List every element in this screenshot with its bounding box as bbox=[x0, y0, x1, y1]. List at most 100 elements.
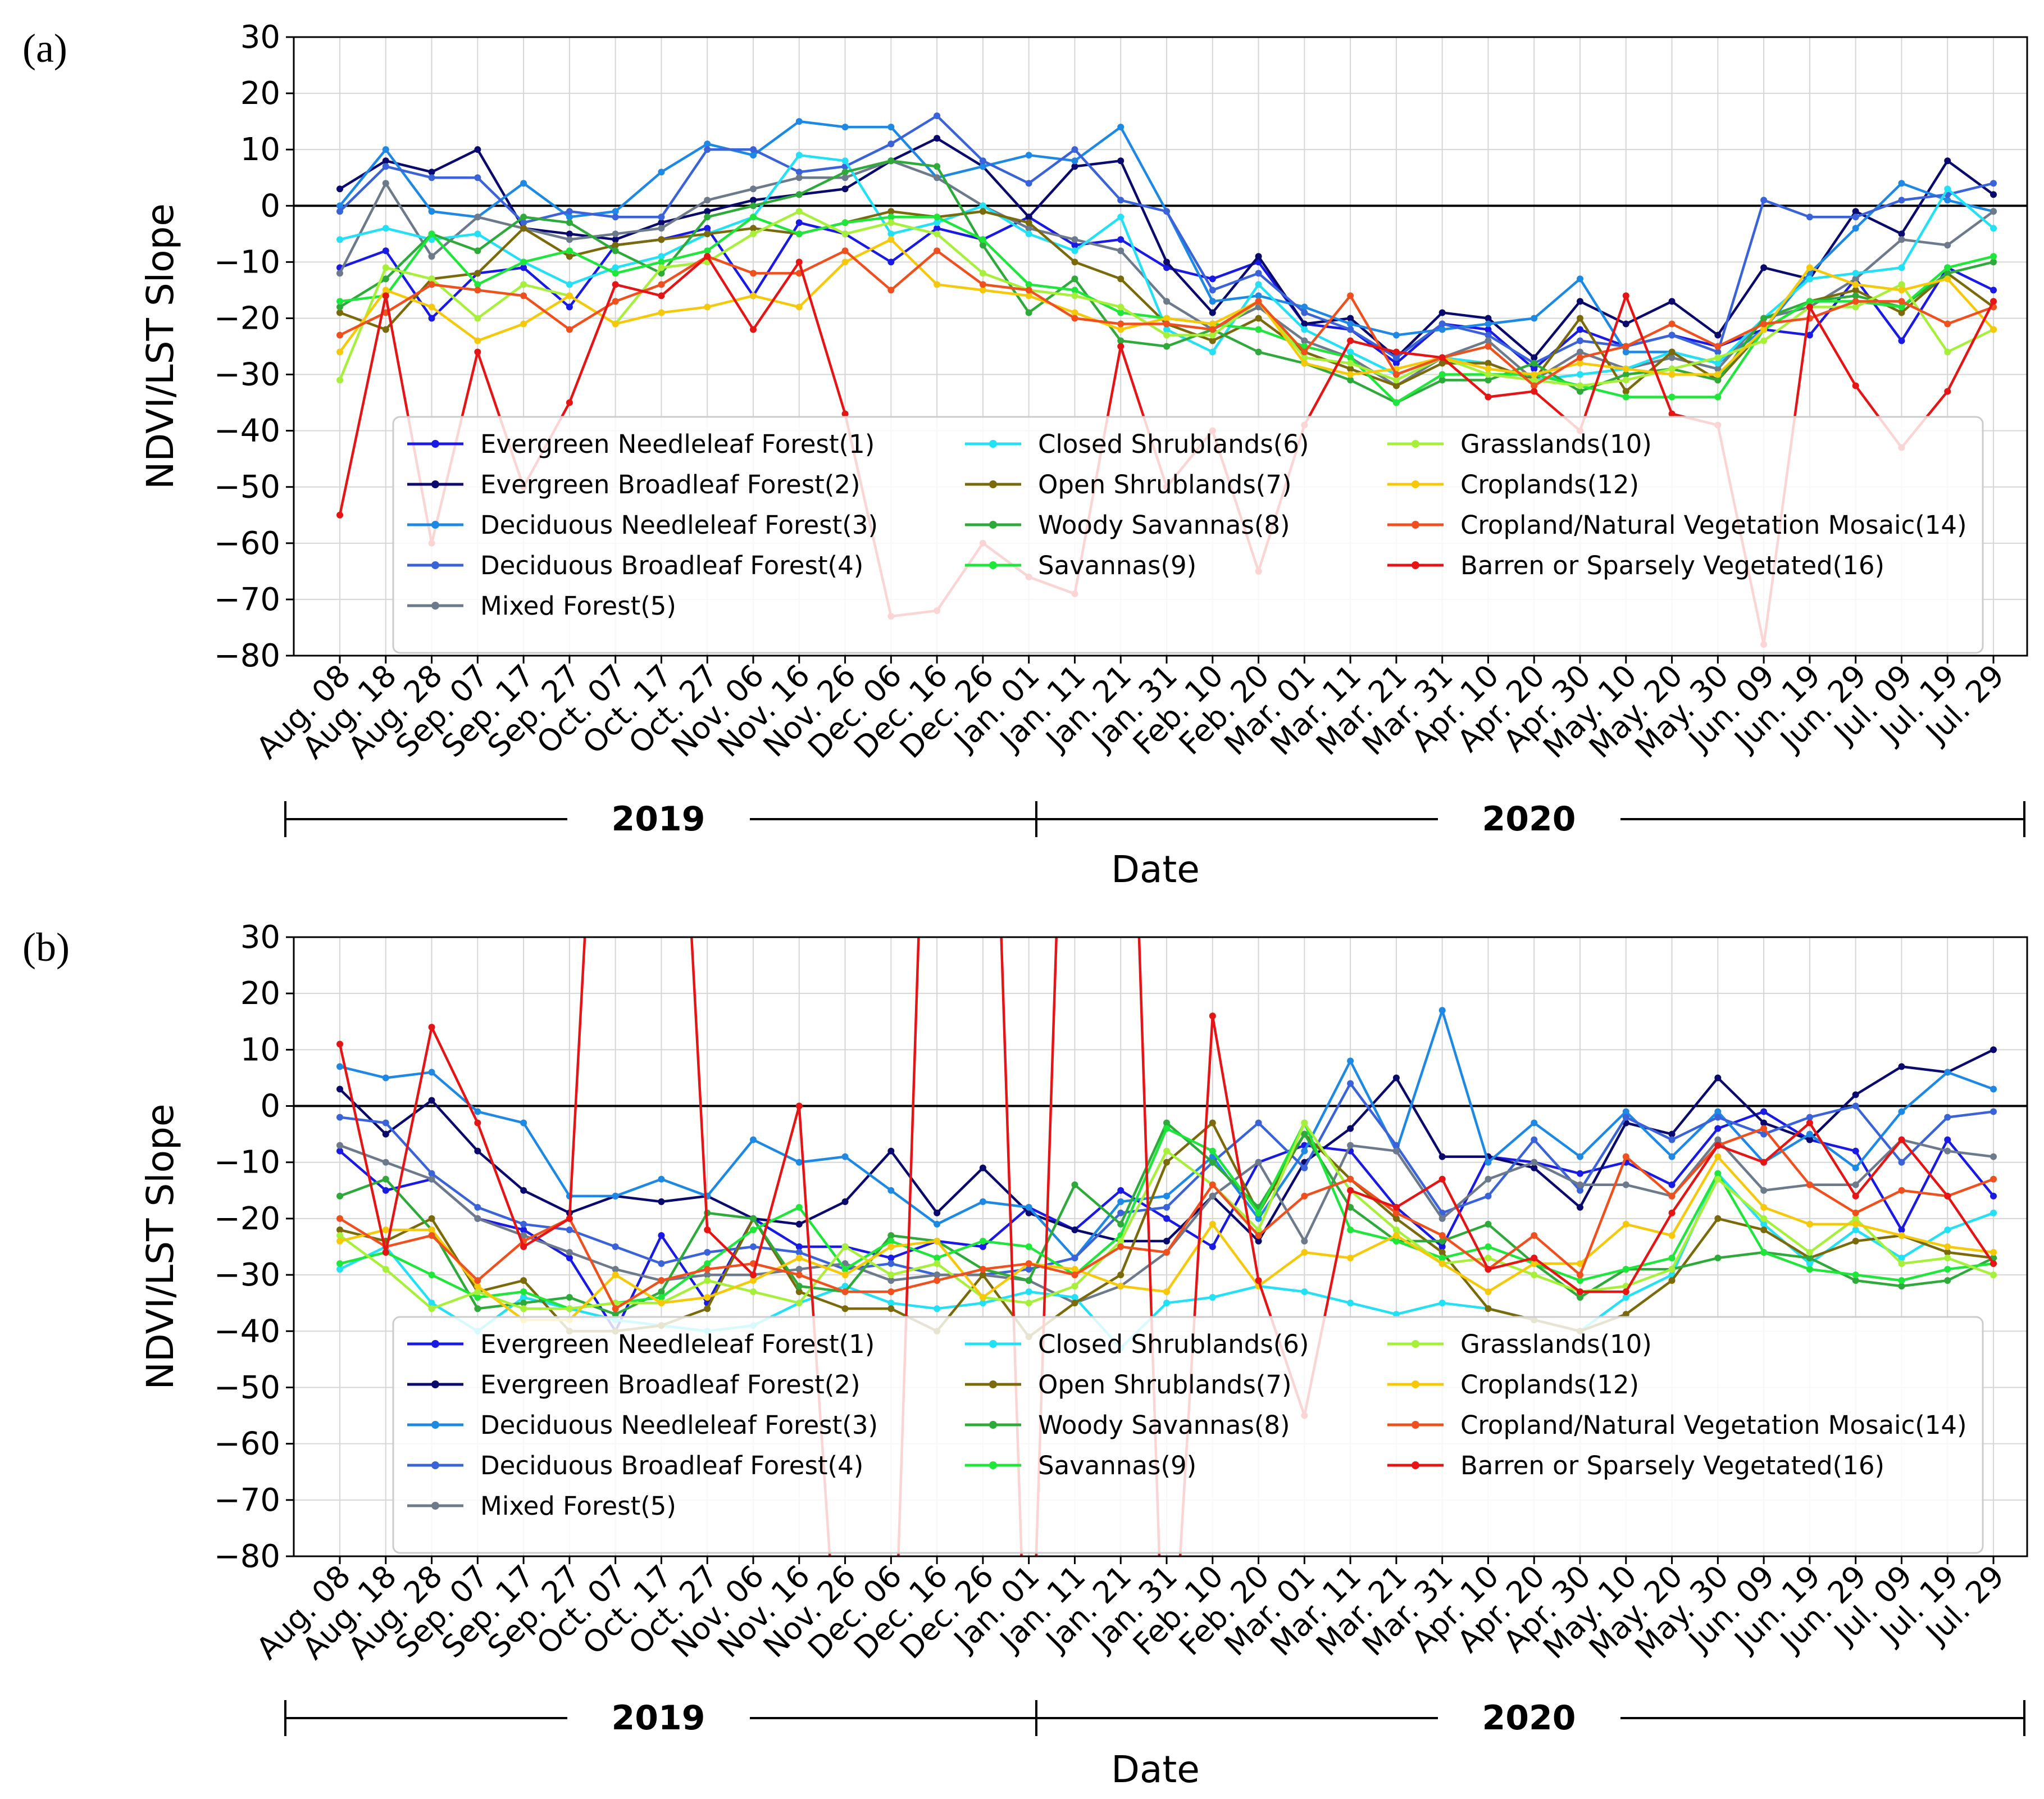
data-point bbox=[1255, 1159, 1262, 1166]
data-point bbox=[1163, 320, 1170, 328]
data-point bbox=[658, 309, 665, 316]
data-point bbox=[1485, 1266, 1492, 1273]
data-point bbox=[1485, 1255, 1492, 1262]
legend-label: Barren or Sparsely Vegetated(16) bbox=[1460, 1451, 1884, 1480]
data-point bbox=[934, 1271, 941, 1279]
data-point bbox=[1714, 393, 1722, 401]
legend-item: Savannas(9) bbox=[965, 551, 1196, 580]
data-point bbox=[704, 1305, 711, 1312]
legend-label: Woody Savannas(8) bbox=[1038, 1410, 1290, 1440]
data-point bbox=[1255, 1232, 1262, 1239]
data-point bbox=[887, 1237, 895, 1244]
data-point bbox=[1944, 1136, 1951, 1143]
data-point bbox=[1438, 1153, 1446, 1160]
data-point bbox=[1071, 163, 1078, 170]
data-point bbox=[704, 253, 711, 260]
legend-marker bbox=[1412, 521, 1419, 529]
data-point bbox=[934, 247, 941, 255]
data-point bbox=[704, 230, 711, 238]
data-point bbox=[1255, 348, 1262, 356]
data-point bbox=[474, 213, 481, 221]
data-point bbox=[1852, 225, 1859, 232]
data-point bbox=[474, 230, 481, 238]
data-point bbox=[1944, 1249, 1951, 1256]
y-tick-label: 0 bbox=[260, 188, 280, 224]
data-point bbox=[1347, 1080, 1354, 1087]
data-point bbox=[1531, 360, 1538, 367]
data-point bbox=[1392, 348, 1400, 356]
data-point bbox=[1347, 1300, 1354, 1307]
data-point bbox=[1071, 1255, 1078, 1262]
y-tick-label: −80 bbox=[214, 638, 280, 674]
data-point bbox=[336, 511, 343, 519]
plot-area bbox=[336, 937, 1997, 1556]
data-point bbox=[1117, 157, 1125, 165]
data-point bbox=[1301, 309, 1308, 316]
data-point bbox=[1760, 1220, 1768, 1228]
data-point bbox=[336, 348, 343, 356]
data-point bbox=[1806, 1181, 1813, 1188]
data-point bbox=[1990, 225, 1997, 232]
legend-marker bbox=[431, 1421, 439, 1429]
y-tick-label: −70 bbox=[214, 582, 280, 618]
data-point bbox=[1577, 371, 1583, 378]
data-point bbox=[1668, 1255, 1676, 1262]
data-point bbox=[1806, 1136, 1813, 1143]
data-point bbox=[1622, 320, 1629, 328]
data-point bbox=[520, 281, 527, 288]
data-point bbox=[336, 1226, 343, 1233]
data-point bbox=[887, 1305, 895, 1312]
y-axis: 30 20 10 0 −10 −20 −30 −40 −50 −60 −70 −80 bbox=[214, 19, 294, 674]
legend-item: Deciduous Needleleaf Forest(3) bbox=[407, 510, 878, 540]
data-point bbox=[1438, 1243, 1446, 1250]
data-point bbox=[1301, 1147, 1308, 1155]
legend-label: Deciduous Needleleaf Forest(3) bbox=[480, 1410, 878, 1440]
data-point bbox=[1255, 298, 1262, 305]
legend-item: Evergreen Broadleaf Forest(2) bbox=[407, 470, 861, 499]
y-tick-label: 20 bbox=[240, 75, 280, 112]
data-point bbox=[1531, 382, 1538, 389]
data-point bbox=[1852, 287, 1859, 294]
data-point bbox=[1577, 1271, 1583, 1279]
data-point bbox=[1209, 1181, 1216, 1188]
data-point bbox=[841, 230, 849, 238]
data-point bbox=[1025, 1300, 1032, 1307]
data-point bbox=[1577, 1187, 1583, 1194]
data-point bbox=[1990, 1175, 1997, 1183]
data-point bbox=[934, 135, 941, 142]
data-point bbox=[520, 1243, 527, 1250]
data-point bbox=[1071, 315, 1078, 322]
data-point bbox=[887, 230, 895, 238]
legend-item: Woody Savannas(8) bbox=[965, 1410, 1290, 1440]
data-point bbox=[1668, 1192, 1676, 1200]
data-point bbox=[1577, 360, 1583, 367]
data-point bbox=[750, 326, 757, 333]
data-point bbox=[795, 1255, 803, 1262]
data-point bbox=[1392, 1237, 1400, 1244]
data-point bbox=[1438, 371, 1446, 378]
data-point bbox=[1760, 1119, 1768, 1126]
data-point bbox=[382, 1187, 389, 1194]
data-point bbox=[1806, 1130, 1813, 1138]
data-point bbox=[979, 1198, 986, 1205]
data-point bbox=[887, 208, 895, 215]
data-point bbox=[1485, 360, 1492, 367]
data-point bbox=[795, 208, 803, 215]
data-point bbox=[520, 264, 527, 271]
data-point bbox=[1392, 360, 1400, 367]
data-point bbox=[704, 303, 711, 311]
data-point bbox=[428, 1175, 435, 1183]
data-point bbox=[1944, 1114, 1951, 1121]
data-point bbox=[1117, 213, 1125, 221]
data-point bbox=[1990, 191, 1997, 198]
data-point bbox=[1347, 326, 1354, 333]
data-point bbox=[658, 236, 665, 243]
data-point bbox=[474, 287, 481, 294]
data-point bbox=[934, 163, 941, 170]
data-point bbox=[1025, 213, 1032, 221]
data-point bbox=[1806, 331, 1813, 339]
legend-marker bbox=[1412, 1421, 1419, 1429]
data-point bbox=[1714, 360, 1722, 367]
data-point bbox=[566, 1215, 573, 1222]
data-point bbox=[1347, 292, 1354, 299]
